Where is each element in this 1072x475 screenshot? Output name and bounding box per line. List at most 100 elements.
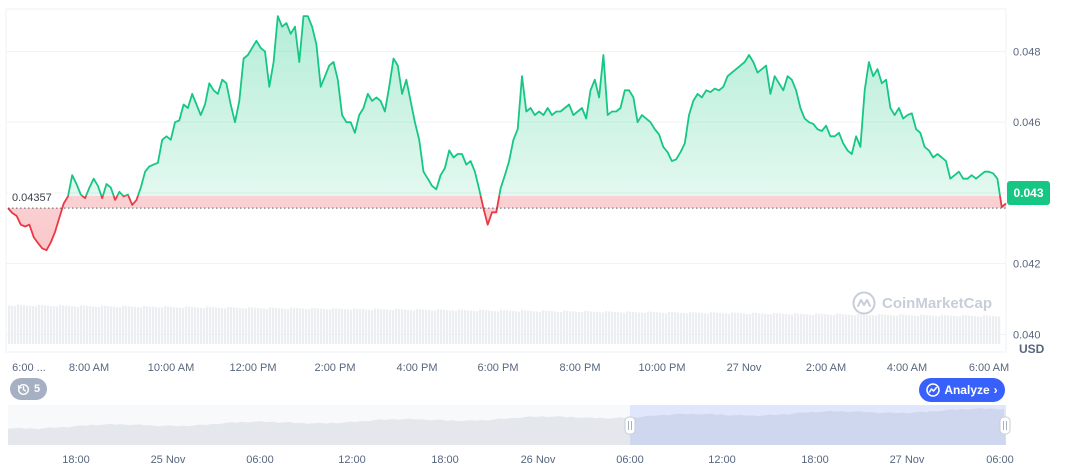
volume-bar xyxy=(488,310,491,344)
volume-bar xyxy=(647,311,650,344)
volume-bar xyxy=(458,309,461,344)
volume-bar xyxy=(83,305,86,344)
volume-bar xyxy=(791,314,794,344)
volume-bar xyxy=(785,314,788,344)
volume-bar xyxy=(917,315,920,344)
x-tick-label: 6:00 ... xyxy=(12,362,46,374)
volume-bar xyxy=(47,305,50,344)
volume-bar xyxy=(251,307,254,344)
volume-bar xyxy=(305,309,308,344)
x-tick-label: 6:00 PM xyxy=(478,362,519,374)
volume-bar xyxy=(59,305,62,344)
volume-bar xyxy=(326,309,329,344)
volume-bar xyxy=(581,312,584,344)
x-tick-label: 27 Nov xyxy=(727,362,762,374)
volume-bar xyxy=(164,306,167,344)
volume-bar xyxy=(467,310,470,344)
volume-bar xyxy=(485,310,488,344)
volume-bar xyxy=(803,313,806,344)
volume-bar xyxy=(95,306,98,344)
volume-bar xyxy=(551,311,554,344)
volume-bar xyxy=(776,313,779,344)
volume-bar xyxy=(833,315,836,344)
volume-bar xyxy=(980,316,983,344)
volume-bar xyxy=(761,313,764,344)
analyze-icon xyxy=(926,383,941,397)
volume-bar xyxy=(263,308,266,344)
volume-bar xyxy=(497,311,500,344)
x-tick-label: 10:00 PM xyxy=(638,362,685,374)
volume-bar xyxy=(854,315,857,344)
volume-bar xyxy=(674,312,677,344)
volume-bar xyxy=(572,311,575,344)
volume-bar xyxy=(371,309,374,344)
volume-bar xyxy=(623,312,626,344)
volume-bar xyxy=(518,311,521,344)
y-tick-label: 0.042 xyxy=(1013,259,1041,271)
x-tick-label: 6:00 AM xyxy=(969,362,1009,374)
volume-bar xyxy=(386,309,389,344)
volume-bar xyxy=(908,315,911,344)
volume-bar xyxy=(311,307,314,344)
volume-bar xyxy=(107,306,110,344)
volume-bar xyxy=(347,309,350,344)
volume-bar xyxy=(938,316,941,344)
analyze-button[interactable]: Analyze › xyxy=(919,378,1005,402)
volume-bar xyxy=(710,312,713,344)
volume-bar xyxy=(473,310,476,344)
volume-bar xyxy=(389,309,392,344)
volume-bar xyxy=(866,314,869,344)
volume-bar xyxy=(800,313,803,344)
volume-bar xyxy=(341,308,344,344)
volume-bar xyxy=(302,308,305,344)
volume-bar xyxy=(557,311,560,344)
volume-bar xyxy=(794,313,797,344)
volume-bar xyxy=(953,315,956,344)
navigator-tick-label: 18:00 xyxy=(62,454,90,466)
volume-bar xyxy=(242,308,245,344)
volume-bar xyxy=(380,309,383,344)
volume-bar xyxy=(287,309,290,344)
volume-bar xyxy=(137,307,140,344)
history-button[interactable]: 5 xyxy=(10,378,47,400)
volume-bar xyxy=(8,305,11,344)
volume-bar xyxy=(185,306,188,344)
volume-bar xyxy=(965,315,968,344)
volume-bar xyxy=(704,313,707,344)
navigator-tick-label: 18:00 xyxy=(431,454,459,466)
volume-bar xyxy=(515,311,518,344)
navigator-tick-label: 27 Nov xyxy=(890,454,925,466)
volume-bar xyxy=(536,311,539,344)
volume-bar xyxy=(443,309,446,344)
volume-bar xyxy=(140,307,143,344)
volume-bar xyxy=(269,307,272,344)
volume-bar xyxy=(797,313,800,344)
volume-bar xyxy=(440,309,443,344)
volume-bar xyxy=(983,315,986,344)
volume-bar xyxy=(911,315,914,344)
volume-bar xyxy=(989,315,992,344)
volume-bar xyxy=(809,314,812,344)
volume-bar xyxy=(920,314,923,344)
volume-bar xyxy=(587,311,590,344)
volume-bar xyxy=(155,307,158,344)
volume-bar xyxy=(986,315,989,344)
volume-bar xyxy=(806,314,809,344)
currency-label: USD xyxy=(1019,342,1045,356)
x-tick-label: 2:00 PM xyxy=(315,362,356,374)
volume-bar xyxy=(80,305,83,344)
volume-bar xyxy=(350,309,353,344)
volume-bar xyxy=(362,309,365,344)
volume-bar xyxy=(29,305,32,344)
volume-bar xyxy=(701,313,704,344)
chevron-right-icon: › xyxy=(993,383,998,397)
volume-bar xyxy=(227,306,230,344)
volume-bar xyxy=(845,314,848,344)
volume-bar xyxy=(320,308,323,344)
volume-bar xyxy=(218,307,221,344)
volume-bar xyxy=(248,307,251,344)
volume-bar xyxy=(233,307,236,344)
volume-bar xyxy=(530,310,533,344)
reference-price-label: 0.04357 xyxy=(8,190,54,206)
